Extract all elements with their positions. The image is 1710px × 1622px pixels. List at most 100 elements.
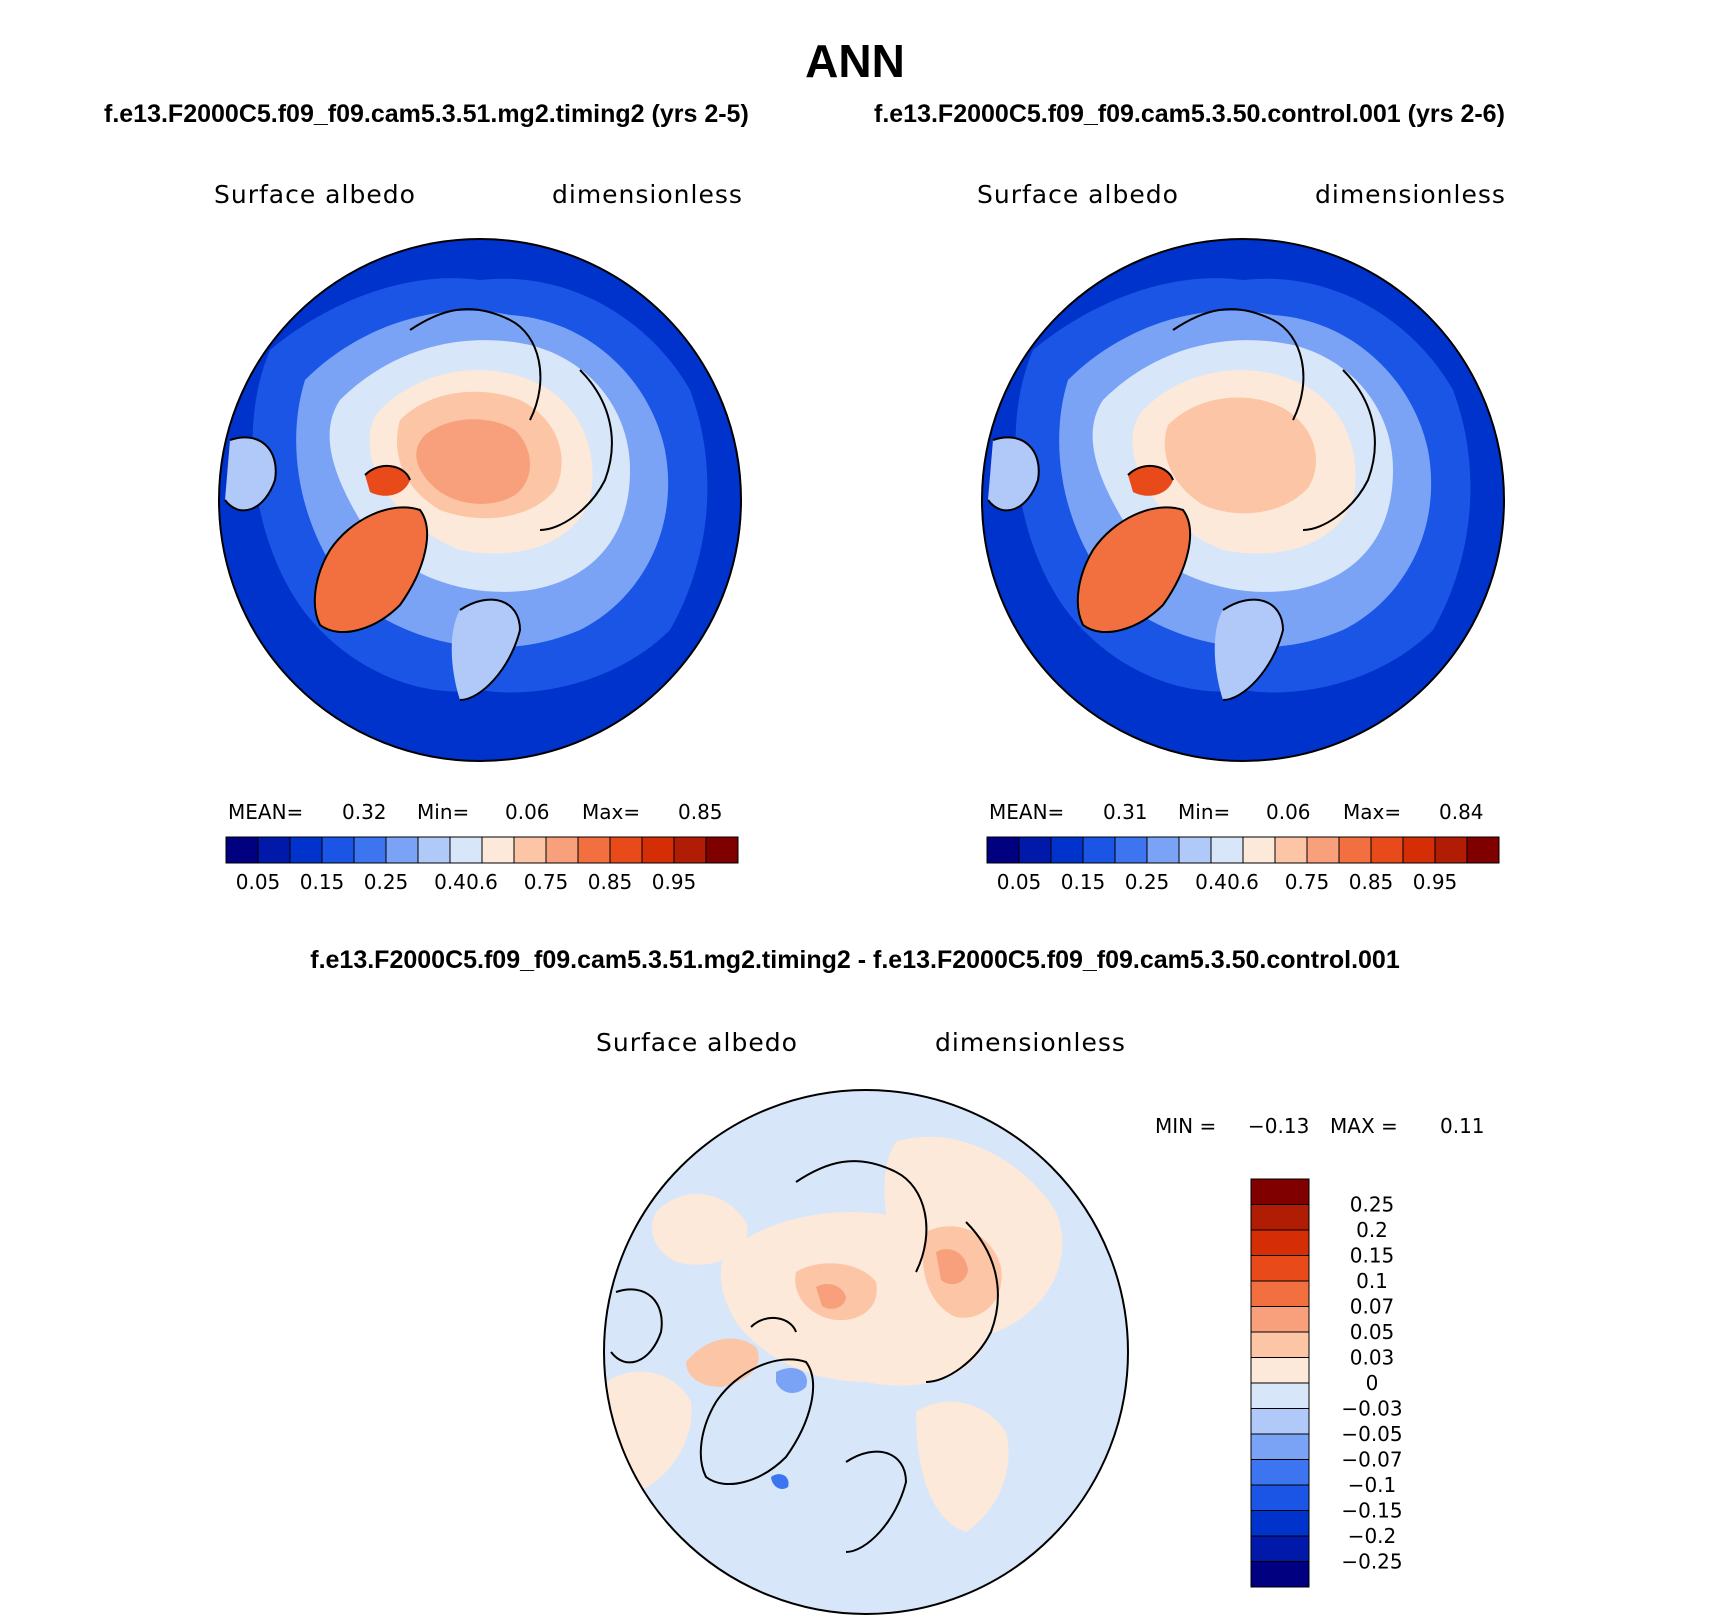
right-variable-label: Surface albedo [977, 180, 1179, 209]
colorbar-label: 0.1 [1356, 1269, 1388, 1293]
colorbar-swatch [1434, 836, 1468, 864]
right-mean-value: 0.31 [1103, 800, 1148, 824]
colorbar-label: 0.07 [1350, 1295, 1395, 1319]
colorbar-swatch [1250, 1178, 1310, 1205]
colorbar-swatch [1274, 836, 1308, 864]
colorbar-swatch [1178, 836, 1212, 864]
colorbar-label: 0.85 [588, 870, 633, 894]
colorbar-swatch [1250, 1459, 1310, 1486]
colorbar-swatch [1210, 836, 1244, 864]
colorbar-label: −0.15 [1341, 1499, 1402, 1523]
right-max-label: Max= [1343, 800, 1402, 824]
colorbar-swatch [225, 836, 259, 864]
colorbar-label: 0.4 [1195, 870, 1227, 894]
left-max-label: Max= [582, 800, 641, 824]
colorbar-swatch [1250, 1357, 1310, 1384]
colorbar-swatch [1250, 1535, 1310, 1562]
left-polar-map [218, 238, 742, 762]
colorbar-swatch [641, 836, 675, 864]
colorbar-label: 0.85 [1349, 870, 1394, 894]
colorbar-label: 0.25 [1350, 1193, 1395, 1217]
colorbar-swatch [385, 836, 419, 864]
diff-variable-label: Surface albedo [596, 1028, 798, 1057]
colorbar-swatch [353, 836, 387, 864]
colorbar-label: 0.03 [1350, 1346, 1395, 1370]
right-polar-map [981, 238, 1505, 762]
main-title: ANN [805, 35, 905, 87]
colorbar-swatch [1250, 1408, 1310, 1435]
colorbar-swatch [1250, 1433, 1310, 1460]
colorbar-swatch [986, 836, 1020, 864]
colorbar-label: 0.05 [997, 870, 1042, 894]
colorbar-swatch [257, 836, 291, 864]
colorbar-label: 0.6 [466, 870, 498, 894]
colorbar-swatch [1050, 836, 1084, 864]
greenland [1077, 507, 1191, 633]
right-mean-label: MEAN= [989, 800, 1065, 824]
left-colorbar: 0.05 0.15 0.25 0.4 0.6 0.75 0.85 0.95 [225, 836, 739, 894]
colorbar-swatch [1250, 1255, 1310, 1282]
colorbar-label: 0.15 [300, 870, 345, 894]
left-min-label: Min= [417, 800, 470, 824]
diff-units-label: dimensionless [935, 1028, 1126, 1057]
colorbar-label: 0.05 [1350, 1320, 1395, 1344]
colorbar-swatch [577, 836, 611, 864]
colorbar-label: 0.15 [1350, 1244, 1395, 1268]
left-mean-label: MEAN= [228, 800, 304, 824]
colorbar-label: −0.25 [1341, 1550, 1402, 1574]
right-units-label: dimensionless [1315, 180, 1506, 209]
colorbar-swatch [321, 836, 355, 864]
colorbar-swatch [1466, 836, 1500, 864]
colorbar-swatch [1306, 836, 1340, 864]
colorbar-swatch [1250, 1204, 1310, 1231]
colorbar-swatch [609, 836, 643, 864]
right-max-value: 0.84 [1439, 800, 1484, 824]
colorbar-label: −0.07 [1341, 1448, 1402, 1472]
colorbar-label: −0.05 [1341, 1422, 1402, 1446]
colorbar-swatch [1338, 836, 1372, 864]
colorbar-swatch [289, 836, 323, 864]
colorbar-swatch [705, 836, 739, 864]
case-title-right: f.e13.F2000C5.f09_f09.cam5.3.50.control.… [874, 100, 1505, 128]
colorbar-label: −0.1 [1348, 1473, 1397, 1497]
colorbar-label: 0.75 [524, 870, 569, 894]
colorbar-swatch [1250, 1561, 1310, 1588]
colorbar-swatch [545, 836, 579, 864]
colorbar-swatch [1082, 836, 1116, 864]
left-units-label: dimensionless [552, 180, 743, 209]
colorbar-label: 0.6 [1227, 870, 1259, 894]
colorbar-swatch [1250, 1280, 1310, 1307]
colorbar-label: 0.2 [1356, 1218, 1388, 1242]
diff-min-value: −0.13 [1248, 1114, 1310, 1138]
right-min-label: Min= [1178, 800, 1231, 824]
colorbar-swatch [1250, 1331, 1310, 1358]
diff-title: f.e13.F2000C5.f09_f09.cam5.3.51.mg2.timi… [310, 946, 1400, 974]
colorbar-swatch [1018, 836, 1052, 864]
colorbar-swatch [417, 836, 451, 864]
colorbar-label: 0.75 [1285, 870, 1330, 894]
colorbar-label: 0.95 [1413, 870, 1458, 894]
diff-min-label: MIN = [1155, 1114, 1217, 1138]
colorbar-swatch [1370, 836, 1404, 864]
colorbar-swatch [1250, 1306, 1310, 1333]
colorbar-swatch [673, 836, 707, 864]
colorbar-swatch [481, 836, 515, 864]
diff-colorbar: 0.250.20.150.10.070.050.030−0.03−0.05−0.… [1250, 1178, 1403, 1588]
colorbar-swatch [1250, 1510, 1310, 1537]
colorbar-swatch [1114, 836, 1148, 864]
colorbar-swatch [1402, 836, 1436, 864]
greenland [314, 507, 428, 633]
colorbar-label: 0.15 [1061, 870, 1106, 894]
colorbar-label: 0.95 [652, 870, 697, 894]
colorbar-swatch [1250, 1484, 1310, 1511]
diff-max-label: MAX = [1330, 1114, 1398, 1138]
case-title-left: f.e13.F2000C5.f09_f09.cam5.3.51.mg2.timi… [104, 100, 749, 128]
right-colorbar: 0.05 0.15 0.25 0.4 0.6 0.75 0.85 0.95 [986, 836, 1500, 894]
left-min-value: 0.06 [505, 800, 550, 824]
colorbar-label: 0.4 [434, 870, 466, 894]
colorbar-swatch [1250, 1229, 1310, 1256]
colorbar-swatch [1242, 836, 1276, 864]
left-max-value: 0.85 [678, 800, 723, 824]
diff-max-value: 0.11 [1440, 1114, 1485, 1138]
colorbar-swatch [1250, 1382, 1310, 1409]
